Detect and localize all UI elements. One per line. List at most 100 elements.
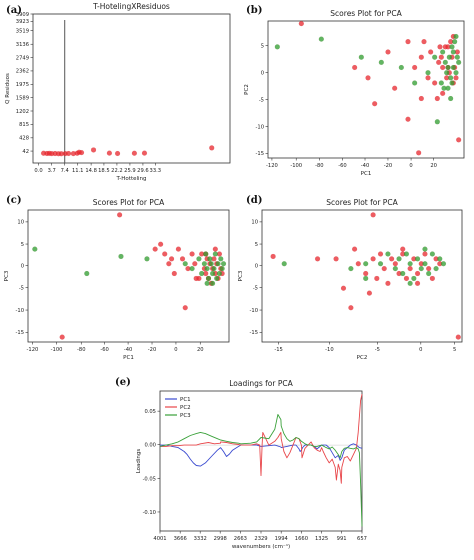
panel-b-data-point: [428, 49, 434, 55]
panel-c-data-point: [189, 251, 195, 257]
panel-b-data-point: [372, 101, 378, 107]
panel-e-ytick-label: 0.00: [144, 442, 156, 448]
panel-b-data-point: [445, 64, 451, 71]
panel-c-ytick-label: 5: [21, 242, 24, 248]
panel-b-data-point: [398, 64, 404, 71]
panel-b-data-point: [416, 150, 422, 156]
panel-e-xtick-label: 657: [357, 536, 367, 542]
panel-c-xtick-label: 20: [197, 347, 204, 353]
panel-c-data-point: [209, 270, 216, 277]
panel-b-xtick-label: -60: [338, 163, 346, 169]
panel-c-data-point: [216, 270, 223, 277]
panel-d-data-point: [333, 256, 339, 262]
panel-d-data-point: [392, 261, 398, 267]
panel-c-data-point: [59, 334, 65, 340]
panel-c-data-point: [32, 246, 38, 252]
panel-c-data-point: [175, 246, 182, 252]
panel-c-ytick-label: -15: [16, 330, 24, 336]
panel-d-data-point: [374, 275, 380, 282]
panel-c-data-point: [212, 246, 218, 252]
panel-b-frame: [267, 20, 465, 159]
panel-d-data-point: [348, 305, 354, 311]
panel-c-data-point: [118, 253, 124, 260]
panel-e-xtick-label: 1660: [295, 536, 308, 542]
panel-b-xtick-label: -100: [290, 163, 302, 169]
panel-d-ytick-label: -5: [253, 285, 258, 291]
panel-b-data-point: [449, 44, 455, 50]
panel-c-xtick-label: -20: [148, 347, 156, 353]
panel-e-ytick-label: -0.05: [143, 476, 156, 482]
panel-d: (d) Scores Plot for PCA PC2 PC3 -15 -10 -5…: [238, 195, 463, 361]
panel-c-data-point: [116, 212, 123, 218]
panel-c-data-point: [166, 261, 172, 267]
panel-c-data-point: [201, 261, 208, 267]
panel-b-ylabel: PC2: [244, 84, 250, 95]
panel-c-data-point: [215, 261, 221, 267]
panel-c-xtick-label: -120: [27, 347, 39, 353]
panel-e: (e) Loadings for PCA wavenumbers (cm⁻¹) …: [115, 377, 367, 550]
panel-d-data-point: [411, 275, 417, 282]
panel-a-xtick-label: 33.3: [150, 168, 162, 174]
panel-c-ytick-label: -5: [19, 285, 24, 291]
panel-d-data-point: [455, 334, 461, 340]
panel-a-data-point: [114, 150, 121, 157]
panel-a-ytick-label: 2749: [16, 55, 29, 61]
panel-e-xtick-label: 1325: [315, 536, 328, 542]
panel-c-xtick-label: -40: [124, 347, 132, 353]
panel-a-ytick-label: 3909: [16, 12, 29, 18]
panel-c-title: Scores Plot for PCA: [93, 198, 165, 207]
panel-c-data-point: [84, 270, 90, 277]
panel-a-ytick-label: 2362: [16, 69, 29, 75]
panel-d-xtick-label: -15: [274, 347, 282, 353]
panel-d-data-point: [440, 261, 447, 267]
panel-d-data-point: [396, 256, 402, 262]
panel-d-data-point: [418, 266, 424, 272]
panel-b-data-point: [298, 20, 304, 27]
panel-b-data-point: [352, 64, 358, 71]
panel-a-ytick-label: 815: [19, 122, 29, 128]
panel-d-data-point: [355, 261, 361, 267]
panel-a: (a) T-HotelingXResiduos T-Hotteling Q Re…: [5, 2, 231, 182]
panel-c-data-point: [193, 275, 199, 282]
panel-b-xtick-label: -20: [384, 163, 392, 169]
panel-d-data-point: [370, 256, 376, 262]
panel-b-data-point: [418, 95, 424, 102]
panel-b-data-point: [412, 64, 418, 71]
panel-a-ytick-label: 428: [19, 136, 29, 142]
panel-c-data-point: [189, 266, 195, 272]
panel-a-data-point: [141, 150, 148, 156]
panel-a-title: T-HotelingXResiduos: [92, 2, 170, 11]
panel-a-ylabel: Q Residuos: [5, 73, 11, 104]
panel-b-xtick-label: 20: [430, 163, 437, 169]
panel-a-ytick-label: 1202: [16, 109, 29, 115]
panel-b-title: Scores Plot for PCA: [330, 9, 402, 18]
panel-d-data-point: [407, 261, 413, 267]
panel-b-data-point: [456, 59, 462, 66]
panel-d-ytick-label: -15: [250, 330, 258, 336]
panel-d-data-point: [422, 261, 428, 267]
panel-d-label: (d): [246, 195, 262, 206]
panel-d-data-point: [426, 270, 432, 277]
panel-a-xtick-label: 7.4: [61, 168, 70, 174]
panel-b-data-point: [432, 54, 438, 60]
panel-e-xlabel: wavenumbers (cm⁻¹): [232, 543, 290, 550]
panel-b-data-point: [392, 85, 398, 91]
panel-a-ytick-label: 3136: [16, 42, 29, 48]
panel-e-xtick-label: 991: [337, 536, 347, 542]
panel-e-xtick-label: 1994: [275, 536, 289, 542]
panel-d-data-point: [270, 253, 276, 260]
panel-e-title: Loadings for PCA: [229, 379, 293, 388]
panel-d-data-point: [385, 280, 391, 286]
panel-b-data-point: [425, 70, 431, 76]
panel-d-data-point: [388, 256, 395, 262]
panel-c-data-point: [192, 261, 198, 267]
panel-b-data-point: [418, 54, 424, 60]
panel-b-data-point: [412, 80, 418, 86]
panel-a-ytick-label: 42: [22, 149, 29, 155]
panel-b-data-point: [452, 39, 458, 45]
panel-c-xtick-label: -100: [51, 347, 63, 353]
legend-pc1-label: PC1: [180, 397, 191, 403]
panel-b-data-point: [440, 64, 446, 71]
panel-a-xtick-label: 25.9: [124, 168, 136, 174]
